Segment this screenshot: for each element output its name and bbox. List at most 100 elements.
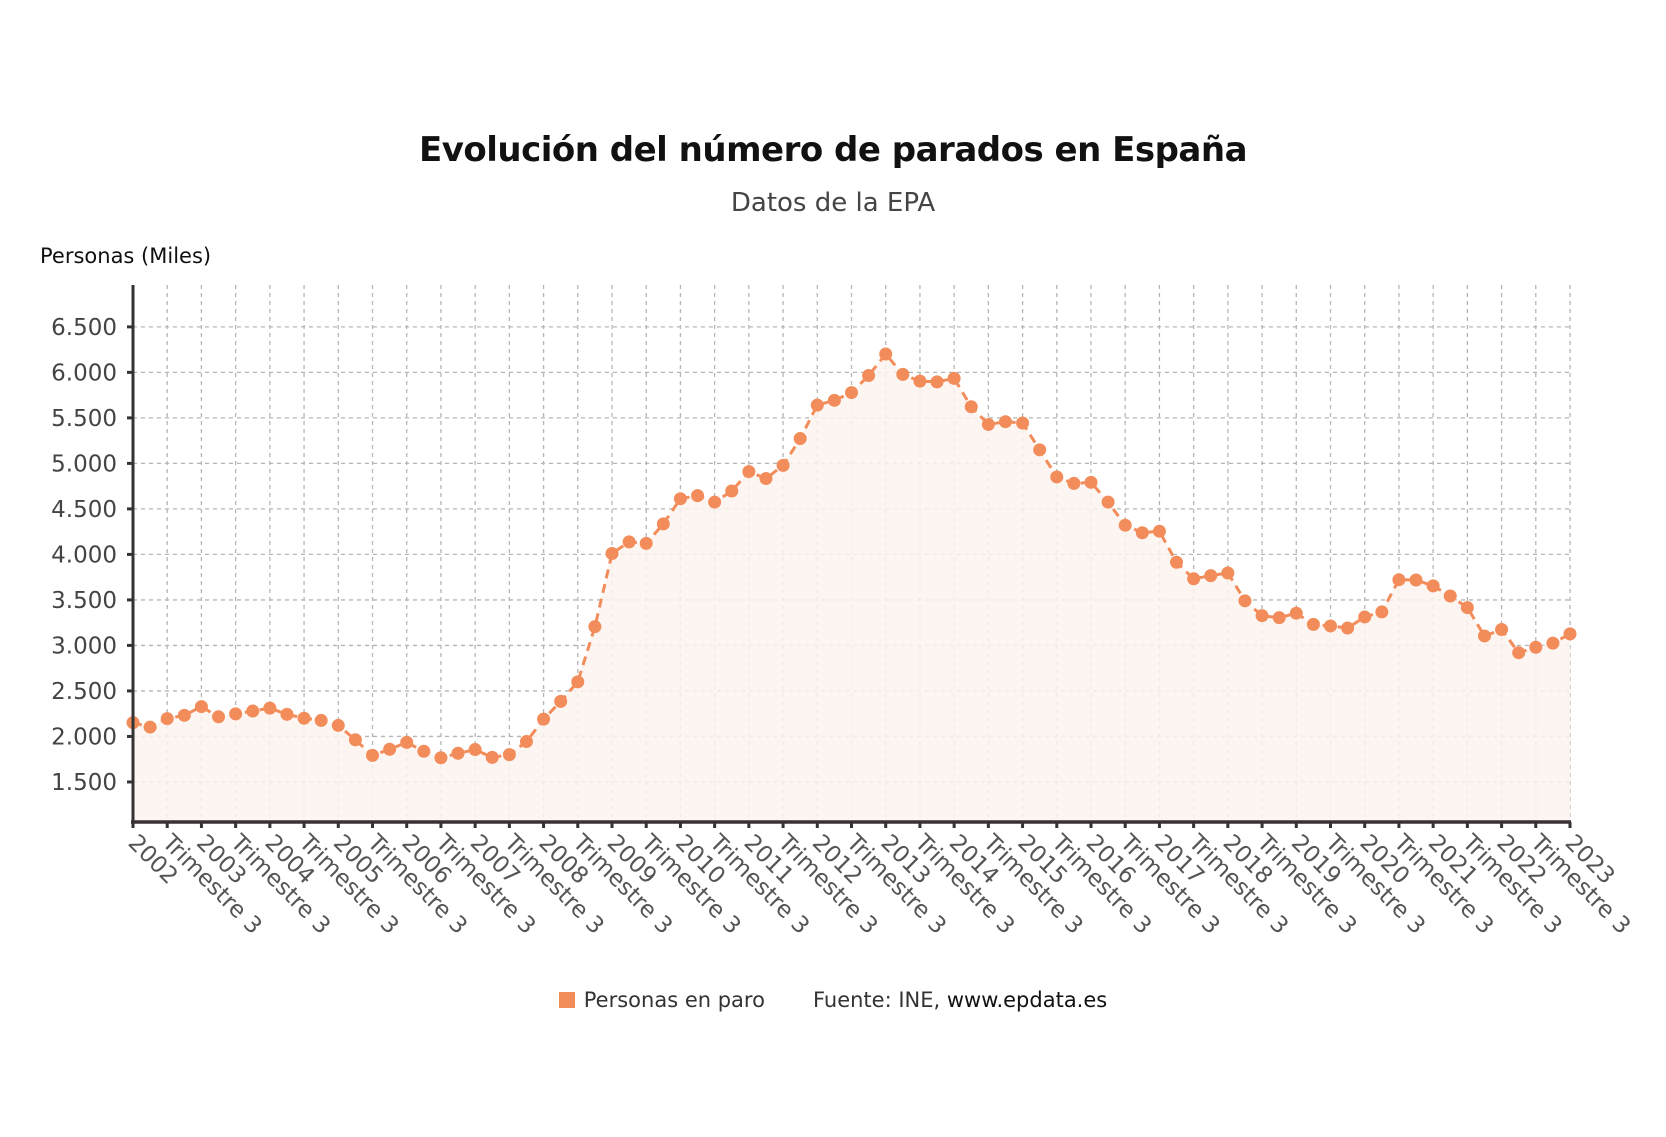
data-point	[383, 742, 397, 756]
data-point	[810, 398, 824, 412]
data-point	[622, 535, 636, 549]
data-point	[1409, 573, 1423, 587]
y-tick-label: 3.500	[51, 588, 117, 614]
data-point	[1101, 495, 1115, 509]
data-point	[827, 393, 841, 407]
data-point	[1477, 629, 1491, 643]
y-tick-label: 4.000	[51, 542, 117, 568]
chart-subtitle: Datos de la EPA	[730, 188, 936, 218]
data-point	[417, 744, 431, 758]
data-point	[998, 415, 1012, 429]
data-point	[451, 746, 465, 760]
data-point	[1067, 476, 1081, 490]
data-point	[400, 735, 414, 749]
y-tick-label: 2.500	[51, 679, 117, 705]
y-axis-ticks: 1.500 2.000 2.500 3.000 3.500 4.000 4.500 5.000…	[51, 315, 133, 796]
chart-title: Evolución del número de parados en Españ…	[418, 130, 1248, 170]
source-link[interactable]: www.epdata.es	[946, 988, 1108, 1012]
data-point	[1341, 621, 1355, 635]
data-point	[1204, 569, 1218, 583]
data-point	[691, 489, 705, 503]
data-point	[1495, 622, 1509, 636]
data-point	[143, 720, 157, 734]
data-point	[1187, 572, 1201, 586]
y-tick-label: 1.500	[51, 770, 117, 796]
data-point	[1546, 636, 1560, 650]
data-point	[177, 708, 191, 722]
data-point	[862, 369, 876, 383]
series-points	[126, 347, 1577, 765]
data-point	[366, 748, 379, 762]
data-point	[639, 536, 653, 550]
data-point	[1563, 627, 1577, 641]
data-point	[964, 400, 978, 414]
legend-series-label: Personas en paro	[583, 988, 765, 1012]
y-axis-label: Personas (Miles)	[40, 244, 212, 268]
data-point	[896, 367, 910, 381]
data-point	[331, 718, 345, 732]
data-point	[297, 711, 311, 725]
data-point	[229, 707, 243, 721]
data-point	[759, 472, 773, 486]
data-point	[776, 458, 790, 472]
data-point	[1443, 589, 1457, 603]
y-tick-label: 4.500	[51, 497, 117, 523]
data-point	[1170, 555, 1184, 569]
data-point	[537, 712, 551, 726]
data-point	[1392, 573, 1406, 587]
data-point	[348, 733, 362, 747]
data-point	[212, 710, 226, 724]
data-point	[246, 704, 260, 718]
data-point	[1272, 611, 1286, 625]
data-point	[485, 750, 499, 764]
data-point	[434, 751, 448, 765]
data-point	[1306, 617, 1320, 631]
y-tick-label: 6.000	[51, 360, 117, 386]
data-point	[160, 712, 174, 726]
data-point	[845, 386, 858, 400]
data-point	[673, 492, 687, 506]
data-point	[981, 417, 995, 431]
data-point	[1529, 640, 1543, 654]
grid-lines	[132, 285, 1571, 822]
data-point	[554, 694, 568, 708]
y-tick-label: 5.500	[51, 406, 117, 432]
data-point	[1460, 601, 1474, 615]
data-point	[314, 713, 328, 727]
data-point	[930, 375, 944, 389]
data-point	[519, 735, 533, 749]
legend-swatch-icon	[558, 992, 575, 1008]
data-point	[1255, 609, 1269, 623]
source-label: Fuente: INE,	[812, 988, 947, 1012]
data-point	[1512, 646, 1526, 660]
data-point	[1084, 475, 1098, 489]
data-point	[1375, 605, 1389, 619]
series-area-fill	[133, 354, 1570, 822]
data-point	[742, 465, 756, 479]
data-point	[913, 374, 927, 388]
data-point	[1324, 619, 1337, 633]
data-point	[1238, 594, 1252, 608]
y-tick-label: 6.500	[51, 315, 117, 341]
data-point	[1358, 610, 1372, 624]
data-point	[588, 620, 602, 634]
data-point	[656, 517, 670, 531]
data-point	[263, 701, 277, 715]
data-point	[1016, 416, 1030, 430]
data-point	[947, 371, 961, 385]
data-point	[1152, 524, 1166, 538]
data-point	[605, 547, 619, 560]
legend: Personas en paro Fuente: INE, www.epdata.…	[0, 988, 1666, 1012]
y-tick-label: 2.000	[51, 724, 117, 750]
data-point	[1050, 470, 1064, 484]
data-point	[194, 700, 208, 714]
data-point	[725, 484, 739, 498]
data-point	[571, 675, 585, 689]
data-point	[1221, 566, 1235, 580]
y-tick-label: 5.000	[51, 451, 117, 477]
y-tick-label: 3.000	[51, 633, 117, 659]
data-point	[468, 743, 482, 757]
data-point	[1289, 606, 1303, 620]
